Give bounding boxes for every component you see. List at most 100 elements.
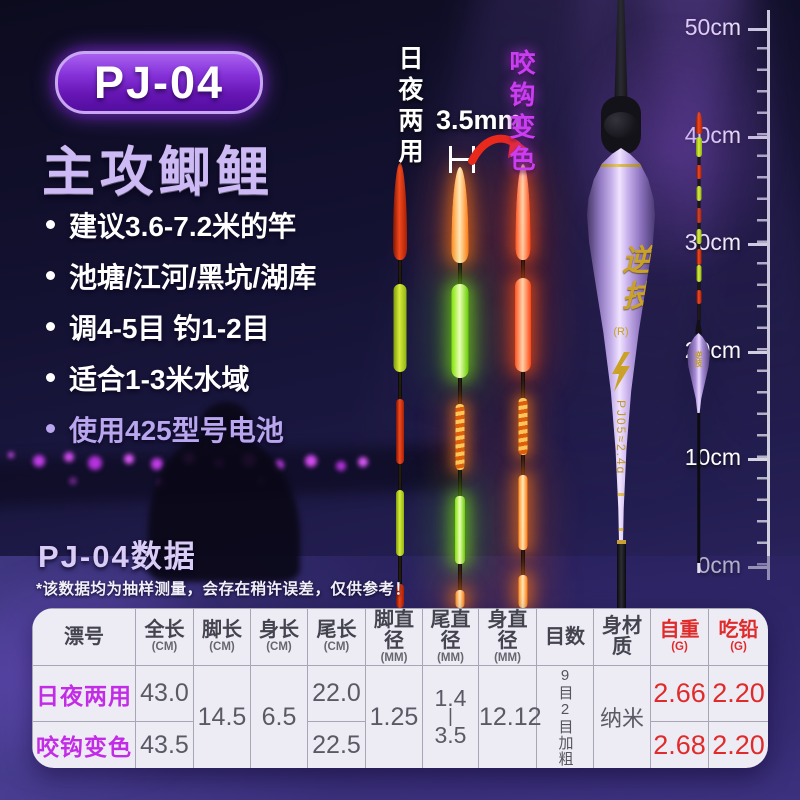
float-segment (696, 290, 701, 304)
float-segment-glow (515, 164, 531, 260)
ruler-minor-ticks (757, 28, 767, 568)
float-segment (396, 490, 404, 556)
float-stem (521, 260, 525, 280)
float-stem (521, 455, 525, 475)
float-segment-glow (455, 496, 465, 564)
float-segment-striped (455, 404, 465, 470)
col-header-foot-diameter: 脚直径 (MM) (365, 608, 423, 666)
col-header-lead-weight: 吃铅 (G) (708, 608, 768, 666)
gold-ring (587, 493, 655, 496)
cell-foot-length: 14.5 (193, 665, 251, 768)
curved-arrow-icon (468, 134, 529, 165)
cell-lead-weight: 2.20 (708, 721, 768, 768)
float-segment-glow (451, 284, 469, 378)
ruler-tick: 40cm (685, 122, 767, 148)
float-glow-orange (514, 160, 532, 608)
ruler-label: 10cm (684, 444, 741, 471)
mini-float-body: 逆技 (687, 333, 710, 413)
float-segment-glow (515, 278, 531, 372)
ruler-tick: 30cm (685, 229, 767, 255)
float-stem (458, 564, 462, 590)
data-heading: PJ-04数据 (38, 539, 197, 574)
ruler-tick: 20cm (685, 337, 767, 363)
cell-full-length: 43.0 (135, 665, 194, 722)
shore-lights-bokeh (8, 452, 14, 458)
col-header-tail-diameter: 尾直径 (MM) (422, 608, 479, 666)
float-segment-glow (455, 590, 465, 608)
feature-item: 调4-5目 钓1-2目 (46, 301, 316, 352)
cell-foot-diameter: 1.25 (365, 665, 423, 768)
cell-tail-length: 22.5 (307, 721, 366, 768)
main-float: 逆技 (R) PJ05≈2.4g (576, 0, 666, 630)
float-stem (521, 550, 525, 575)
cell-lead-weight: 2.20 (708, 665, 768, 722)
feature-list: 建议3.6-7.2米的竿 池塘/江河/黑坑/湖库 调4-5目 钓1-2目 适合1… (46, 199, 316, 454)
ruler-tick: 0cm (698, 552, 767, 578)
float-collar (695, 320, 702, 334)
col-header-self-weight: 自重 (G) (650, 608, 709, 666)
cell-self-weight: 2.66 (650, 665, 709, 722)
bullet-dot-icon (46, 322, 55, 331)
bullet-dot-icon (46, 373, 55, 382)
mini-float: 逆技 (687, 108, 710, 574)
float-glow-green (451, 164, 469, 608)
float-segment (396, 399, 404, 464)
col-header-foot-length: 脚长 (CM) (193, 608, 251, 666)
mini-float-brand-text: 逆技 (694, 351, 703, 367)
float-segment-striped (518, 398, 528, 455)
bullet-dot-icon (46, 424, 55, 433)
float-stem (697, 201, 700, 208)
ruler-label: 50cm (685, 14, 741, 41)
feature-item: 池塘/江河/黑坑/湖库 (46, 250, 316, 301)
float-stem (458, 470, 462, 497)
ruler-label: 0cm (698, 552, 741, 579)
cell-tail-length: 22.0 (307, 665, 366, 722)
float-segment (696, 186, 701, 201)
float-segment (396, 584, 404, 608)
label-tip-size: 3.5mm (436, 105, 522, 135)
cell-row-name: 日夜两用 (32, 665, 136, 722)
float-segment (696, 208, 701, 223)
lightning-icon (612, 352, 630, 392)
float-body: 逆技 (R) PJ05≈2.4g (587, 148, 655, 540)
float-segment (393, 284, 407, 372)
float-day-night (392, 160, 408, 608)
ruler-tick: 10cm (685, 444, 767, 470)
col-header-body-diameter: 身直径 (MM) (478, 608, 537, 666)
cell-row-name: 咬钩变色 (32, 721, 136, 768)
gold-ring (587, 528, 655, 531)
bullet-dot-icon (46, 220, 55, 229)
float-segment-glow (518, 475, 528, 550)
model-badge-label: PJ-04 (93, 56, 225, 108)
float-segment (695, 137, 702, 157)
float-stem (398, 260, 402, 285)
ruler-line (767, 10, 770, 580)
feature-item: 建议3.6-7.2米的竿 (46, 199, 316, 250)
float-stem (697, 223, 700, 229)
ruler-label: 40cm (685, 122, 741, 149)
float-stem (398, 372, 402, 399)
feature-item: 使用425型号电池 (46, 403, 316, 454)
feature-item: 适合1-3米水域 (46, 352, 316, 403)
col-header-tail-length: 尾长 (CM) (307, 608, 366, 666)
float-stem (697, 157, 700, 165)
cell-body-length: 6.5 (250, 665, 308, 768)
float-foot-tip (696, 563, 701, 573)
float-segment (696, 265, 701, 282)
ruler-label: 30cm (685, 229, 741, 256)
float-model-text: PJ05≈2.4g (614, 400, 628, 476)
float-segment-glow (451, 167, 469, 263)
float-foot (696, 413, 701, 563)
col-header-body-length: 身长 (CM) (250, 608, 308, 666)
float-brand-text: 逆技 (617, 244, 650, 316)
float-foot (616, 540, 626, 618)
col-header-mesh-count: 目数 (536, 608, 594, 666)
float-stem (398, 556, 402, 584)
float-stem (398, 464, 402, 491)
col-header-float-no: 漂号 (32, 608, 136, 666)
col-header-full-length: 全长 (CM) (135, 608, 194, 666)
cell-body-diameter: 12.12 (478, 665, 542, 768)
float-segment (696, 249, 701, 265)
cell-full-length: 43.5 (135, 721, 194, 768)
